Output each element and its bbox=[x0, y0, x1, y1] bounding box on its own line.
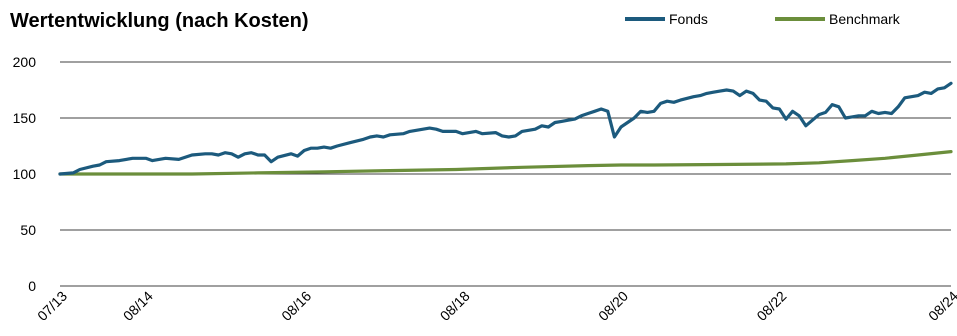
legend: Fonds Benchmark bbox=[625, 11, 901, 27]
x-axis-tick-labels: 07/13 08/14 08/16 08/18 08/20 08/22 08/24 bbox=[34, 288, 957, 324]
series-lines bbox=[58, 81, 953, 176]
y-tick-label: 100 bbox=[13, 166, 37, 182]
chart-title: Wertentwicklung (nach Kosten) bbox=[10, 10, 309, 32]
x-tick-label: 07/13 bbox=[34, 288, 70, 324]
x-tick-label: 08/22 bbox=[753, 288, 789, 324]
y-tick-label: 50 bbox=[20, 222, 36, 238]
legend-label-benchmark: Benchmark bbox=[829, 11, 901, 27]
x-tick-label: 08/20 bbox=[595, 288, 631, 324]
series-line-benchmark bbox=[58, 150, 953, 176]
series-line-fonds bbox=[58, 81, 953, 176]
x-tick-label: 08/24 bbox=[925, 288, 957, 324]
y-tick-label: 0 bbox=[28, 278, 36, 294]
y-tick-label: 200 bbox=[13, 54, 37, 70]
y-axis-tick-labels: 0 50 100 150 200 bbox=[13, 54, 37, 294]
x-tick-label: 08/14 bbox=[120, 288, 156, 324]
legend-label-fonds: Fonds bbox=[669, 11, 708, 27]
x-tick-label: 08/18 bbox=[437, 288, 473, 324]
x-tick-label: 08/16 bbox=[278, 288, 314, 324]
y-tick-label: 150 bbox=[13, 110, 37, 126]
